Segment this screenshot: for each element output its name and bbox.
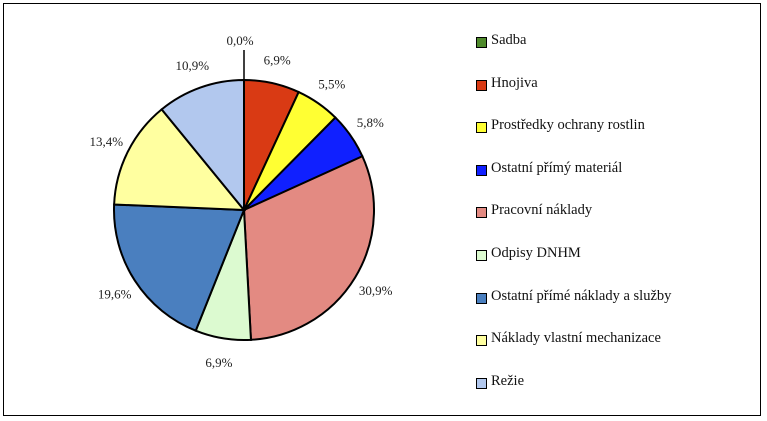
legend-swatch — [476, 292, 487, 304]
legend-item: Prostředky ochrany rostlin — [476, 117, 671, 160]
legend-swatch — [476, 249, 487, 261]
legend-item: Odpisy DNHM — [476, 245, 671, 288]
legend-swatch — [476, 335, 487, 347]
legend-label: Pracovní náklady — [491, 202, 593, 219]
slice-label-4: 30,9% — [359, 283, 393, 298]
chart-frame — [3, 3, 761, 416]
legend-label: Ostatní přímý materiál — [491, 159, 623, 176]
legend-item: Náklady vlastní mechanizace — [476, 330, 671, 373]
legend-label: Odpisy DNHM — [491, 244, 581, 261]
legend-swatch — [476, 79, 487, 91]
pie-slice-8 — [160, 78, 245, 213]
slice-label-0: 0,0% — [226, 33, 253, 48]
legend-swatch — [476, 122, 487, 134]
legend-swatch — [476, 164, 487, 176]
pie-slice-4 — [242, 154, 375, 341]
legend-swatch — [476, 377, 487, 389]
legend-item: Pracovní náklady — [476, 202, 671, 245]
legend-item: Ostatní přímý materiál — [476, 160, 671, 203]
slice-label-1: 6,9% — [264, 53, 291, 68]
slice-label-3: 5,8% — [357, 115, 384, 130]
legend-label: Hnojiva — [491, 74, 538, 91]
legend-label: Náklady vlastní mechanizace — [491, 330, 661, 347]
legend-label: Ostatní přímé náklady a služby — [491, 287, 672, 304]
pie-slice-6 — [113, 203, 246, 333]
legend: Sadba Hnojiva Prostředky ochrany rostlin Os… — [476, 32, 671, 415]
legend-item: Sadba — [476, 32, 671, 75]
pie-slice-7 — [113, 107, 247, 212]
legend-swatch — [476, 207, 487, 219]
legend-item: Ostatní přímé náklady a služby — [476, 288, 671, 331]
slice-label-7: 13,4% — [89, 134, 123, 149]
slice-label-6: 19,6% — [98, 287, 132, 302]
slice-label-2: 5,5% — [318, 77, 345, 92]
slice-label-5: 6,9% — [205, 355, 232, 370]
legend-label: Režie — [491, 372, 525, 389]
legend-item: Režie — [476, 373, 671, 416]
legend-label: Prostředky ochrany rostlin — [491, 117, 645, 134]
legend-item: Hnojiva — [476, 75, 671, 118]
slice-label-8: 10,9% — [175, 58, 209, 73]
legend-label: Sadba — [491, 32, 527, 48]
legend-swatch — [476, 37, 487, 48]
